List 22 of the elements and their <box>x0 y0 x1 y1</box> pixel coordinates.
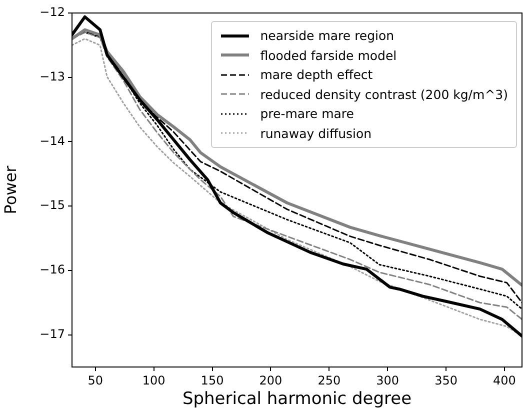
legend-label: pre-mare mare <box>260 105 354 123</box>
y-tick-label: −12 <box>40 5 65 20</box>
x-tick-label: 200 <box>259 373 282 388</box>
y-tick-label: −16 <box>40 262 65 277</box>
legend-label: flooded farside model <box>260 46 397 64</box>
x-tick-label: 300 <box>376 373 400 388</box>
y-tick-label: −13 <box>40 69 65 84</box>
y-tick-label: −17 <box>40 326 65 341</box>
y-axis-title: Power <box>0 165 20 214</box>
legend-label: runaway diffusion <box>260 124 372 143</box>
legend-label: mare depth effect <box>260 66 373 84</box>
x-axis-title: Spherical harmonic degree <box>182 389 412 410</box>
x-tick-label: 100 <box>142 373 166 388</box>
y-tick-label: −14 <box>40 134 65 148</box>
x-tick-label: 350 <box>434 373 458 388</box>
x-tick-label: 250 <box>318 373 341 388</box>
legend-label: reduced density contrast (200 kg/m^3) <box>260 86 508 104</box>
legend-label: nearside mare region <box>260 27 394 45</box>
x-tick-label: 400 <box>493 373 516 388</box>
y-tick-label: −15 <box>40 198 65 212</box>
x-tick-label: 150 <box>200 373 224 388</box>
x-tick-label: 50 <box>88 373 104 388</box>
